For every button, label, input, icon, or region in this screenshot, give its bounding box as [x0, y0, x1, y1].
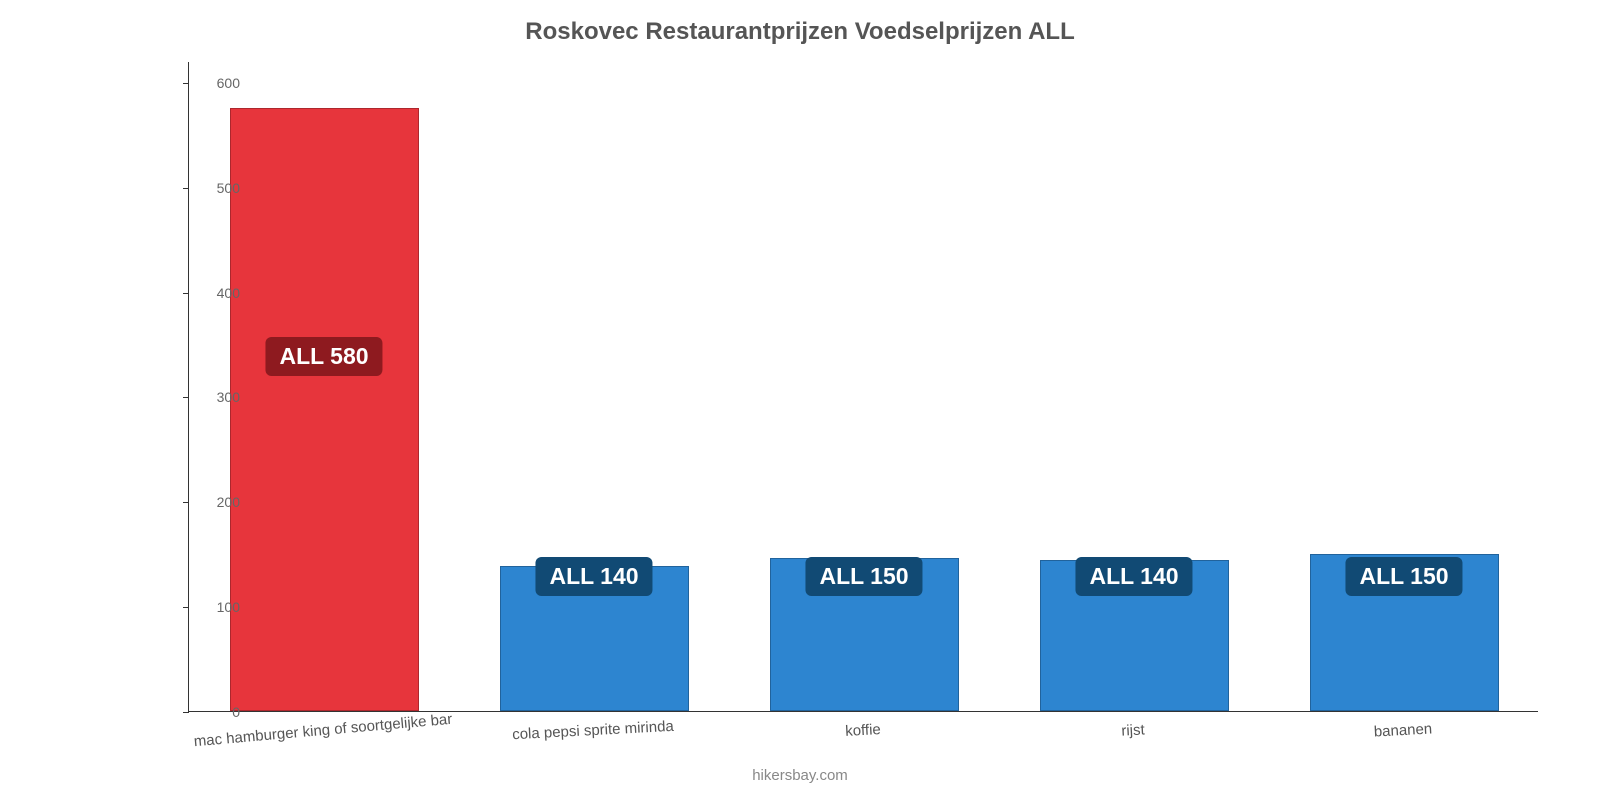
y-tick-mark — [183, 188, 189, 189]
y-tick-mark — [183, 712, 189, 713]
bar-value-label: ALL 150 — [1345, 557, 1462, 596]
plot-area: ALL 580 ALL 140 ALL 150 ALL 140 ALL 150 — [188, 62, 1538, 712]
y-tick-label: 500 — [217, 180, 240, 196]
y-tick-label: 0 — [232, 704, 240, 720]
bars-layer: ALL 580 ALL 140 ALL 150 ALL 140 ALL 150 — [189, 62, 1538, 711]
bar-value-label: ALL 140 — [1075, 557, 1192, 596]
x-category-label: bananen — [1373, 720, 1432, 740]
y-tick-label: 200 — [217, 494, 240, 510]
x-category-label: rijst — [1121, 721, 1145, 739]
chart-title: Roskovec Restaurantprijzen Voedselprijze… — [0, 18, 1600, 46]
bar-value-label: ALL 580 — [265, 337, 382, 376]
y-tick-mark — [183, 293, 189, 294]
y-tick-mark — [183, 607, 189, 608]
price-bar-chart: Roskovec Restaurantprijzen Voedselprijze… — [0, 0, 1600, 800]
y-tick-label: 100 — [217, 599, 240, 615]
y-tick-label: 600 — [217, 75, 240, 91]
bar-value-label: ALL 140 — [535, 557, 652, 596]
bar-value-label: ALL 150 — [805, 557, 922, 596]
x-category-label: cola pepsi sprite mirinda — [512, 718, 674, 743]
y-tick-label: 300 — [217, 389, 240, 405]
x-category-label: koffie — [845, 721, 881, 740]
y-tick-mark — [183, 83, 189, 84]
y-tick-label: 400 — [217, 285, 240, 301]
y-tick-mark — [183, 502, 189, 503]
y-tick-mark — [183, 397, 189, 398]
chart-footer: hikersbay.com — [0, 767, 1600, 784]
bar — [230, 108, 419, 711]
